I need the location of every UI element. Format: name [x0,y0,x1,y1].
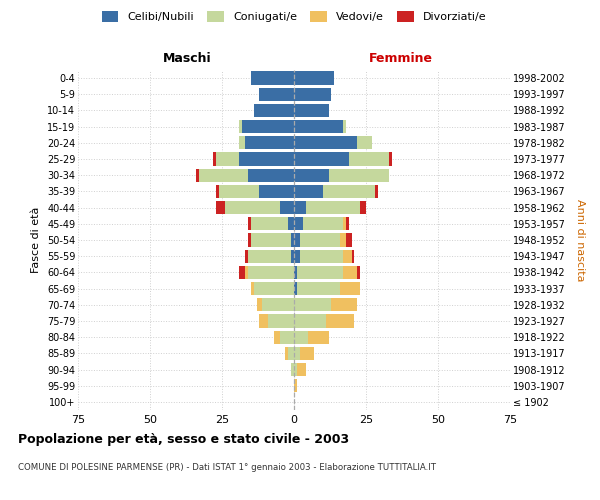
Bar [248,217,251,230]
Text: Maschi: Maschi [163,52,212,65]
Bar [248,250,291,263]
Bar [245,250,248,263]
Bar [346,217,349,230]
Bar [199,168,248,182]
Bar [291,363,294,376]
Bar [343,120,346,134]
Bar [294,120,343,134]
Bar [358,136,372,149]
Bar [349,152,389,166]
Bar [343,217,346,230]
Bar [245,136,294,149]
Bar [245,266,248,279]
Bar [294,201,305,214]
Bar [248,234,251,246]
Bar [251,217,288,230]
Bar [262,298,294,312]
Bar [343,250,352,263]
Bar [280,201,294,214]
Bar [340,282,360,295]
Bar [251,72,294,85]
Bar [294,217,302,230]
Bar [294,72,334,85]
Bar [225,201,280,214]
Bar [323,185,374,198]
Bar [251,282,254,295]
Bar [294,152,349,166]
Bar [216,201,225,214]
Bar [374,185,377,198]
Bar [294,168,329,182]
Bar [219,185,259,198]
Bar [297,266,343,279]
Bar [288,217,294,230]
Bar [352,250,355,263]
Bar [216,152,239,166]
Bar [358,266,360,279]
Bar [297,282,340,295]
Bar [294,234,300,246]
Bar [248,266,294,279]
Bar [259,88,294,101]
Bar [294,88,331,101]
Bar [280,330,294,344]
Y-axis label: Fasce di età: Fasce di età [31,207,41,273]
Y-axis label: Anni di nascita: Anni di nascita [575,198,585,281]
Bar [346,234,352,246]
Bar [294,104,329,117]
Bar [300,346,314,360]
Bar [242,120,294,134]
Bar [294,266,297,279]
Bar [291,234,294,246]
Bar [239,120,242,134]
Bar [259,185,294,198]
Bar [286,346,288,360]
Bar [294,330,308,344]
Legend: Celibi/Nubili, Coniugati/e, Vedovi/e, Divorziati/e: Celibi/Nubili, Coniugati/e, Vedovi/e, Di… [102,10,486,22]
Bar [216,185,219,198]
Bar [214,152,216,166]
Bar [268,314,294,328]
Bar [294,250,300,263]
Text: Popolazione per età, sesso e stato civile - 2003: Popolazione per età, sesso e stato civil… [18,432,349,446]
Bar [257,298,262,312]
Bar [326,314,355,328]
Bar [196,168,199,182]
Bar [254,282,294,295]
Bar [294,136,358,149]
Bar [302,217,343,230]
Bar [251,234,291,246]
Bar [291,250,294,263]
Text: COMUNE DI POLESINE PARMENSE (PR) - Dati ISTAT 1° gennaio 2003 - Elaborazione TUT: COMUNE DI POLESINE PARMENSE (PR) - Dati … [18,462,436,471]
Bar [340,234,346,246]
Bar [239,152,294,166]
Bar [305,201,360,214]
Bar [294,379,297,392]
Bar [294,185,323,198]
Bar [308,330,329,344]
Bar [329,168,389,182]
Bar [300,234,340,246]
Bar [360,201,366,214]
Bar [294,363,297,376]
Bar [297,363,305,376]
Bar [239,266,245,279]
Bar [294,282,297,295]
Bar [254,104,294,117]
Bar [239,136,245,149]
Bar [248,168,294,182]
Bar [274,330,280,344]
Bar [343,266,358,279]
Bar [294,314,326,328]
Bar [300,250,343,263]
Bar [294,346,300,360]
Bar [259,314,268,328]
Bar [331,298,358,312]
Bar [389,152,392,166]
Bar [294,298,331,312]
Bar [288,346,294,360]
Text: Femmine: Femmine [368,52,433,65]
